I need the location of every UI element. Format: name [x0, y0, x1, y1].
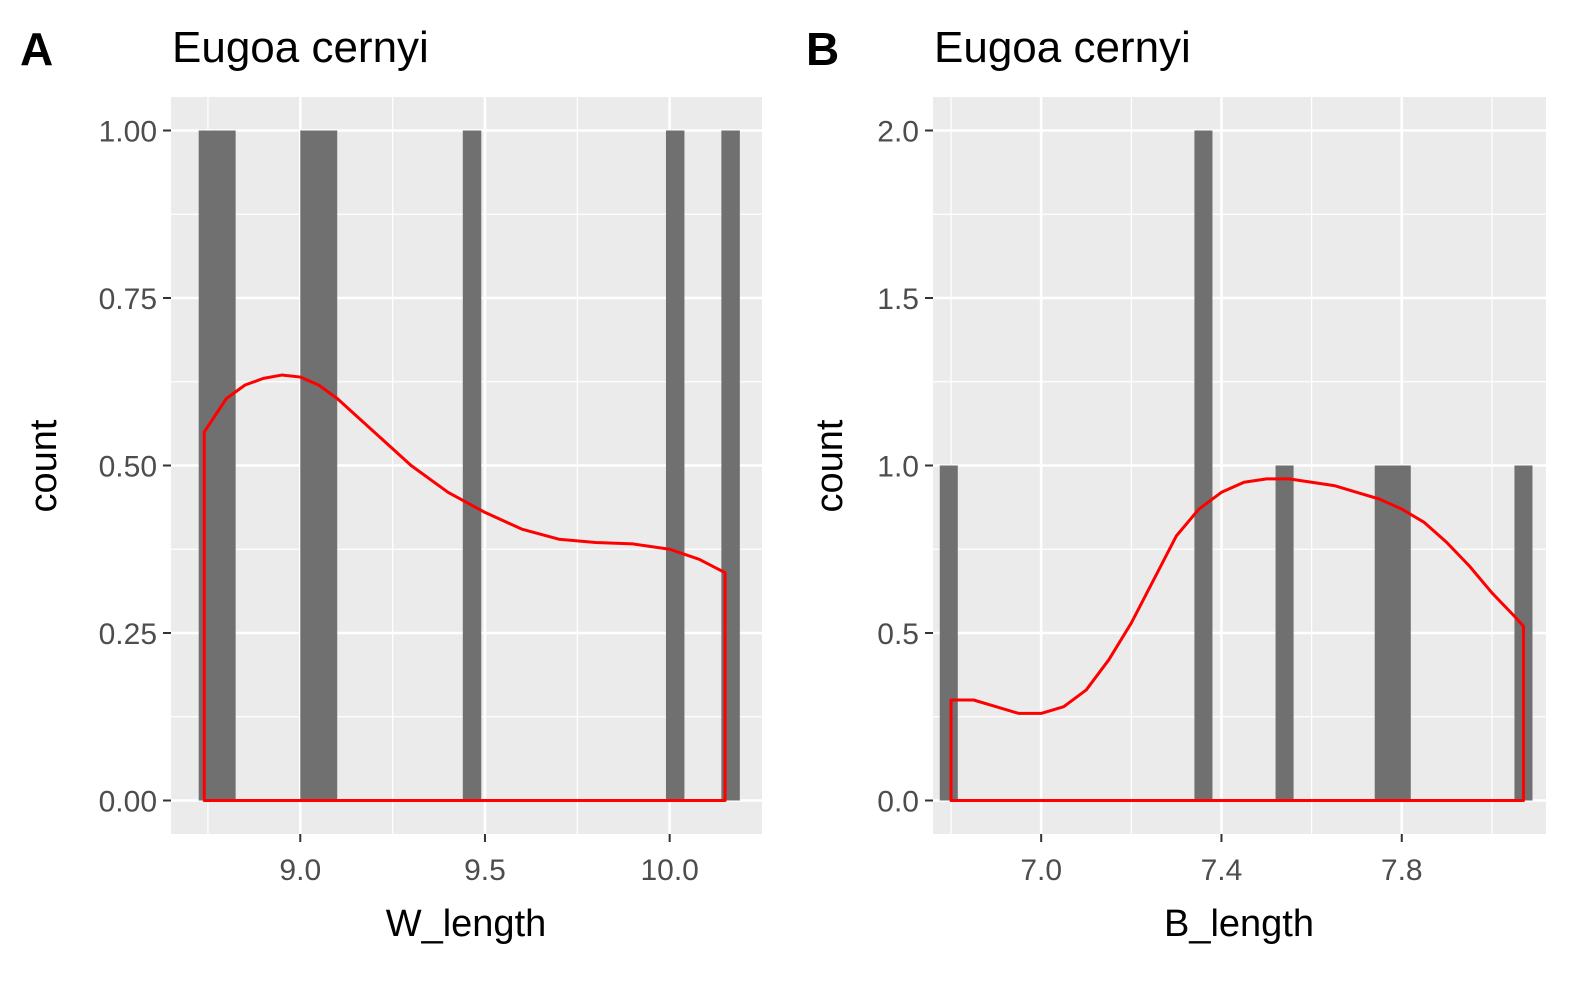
histogram-bar	[665, 130, 685, 801]
y-tick-label: 0.25	[99, 618, 157, 651]
x-tick-label: 9.0	[279, 854, 321, 887]
panel-b-x-axis-title: B_length	[1164, 903, 1314, 945]
panel-a-bars	[198, 130, 740, 801]
histogram-bar	[300, 130, 338, 801]
y-tick-label: 0.00	[99, 786, 157, 819]
panel-b-x-axis: 7.0 7.4 7.8	[1020, 834, 1423, 887]
histogram-bar	[462, 130, 482, 801]
panel-a-density-curve	[202, 373, 727, 802]
panel-a-letter: A	[20, 23, 53, 75]
y-tick-label: 0.50	[99, 451, 157, 484]
panel-a-y-axis-title: count	[23, 419, 65, 512]
panel-b-density-curve	[949, 477, 1525, 802]
panel-a-x-axis: 9.0 9.5 10.0	[279, 834, 699, 887]
panel-a-title: Eugoa cernyi	[172, 23, 429, 72]
x-tick-label: 7.8	[1381, 854, 1423, 887]
panel-b-bars	[939, 130, 1533, 801]
panel-a-y-axis: 0.00 0.25 0.50 0.75 1.00	[99, 116, 171, 819]
y-tick-label: 1.0	[877, 451, 919, 484]
histogram-bar	[939, 465, 958, 801]
panel-b: B Eugoa cernyi 0.0 0.5 1.0 1.5 2.0 7.0 7.4 7.8…	[806, 23, 1546, 945]
panel-a: A Eugoa cernyi 0.000.250.500.751.00 9.0 9…	[20, 23, 762, 945]
x-tick-label: 9.5	[464, 854, 506, 887]
panel-b-letter: B	[806, 23, 839, 75]
x-tick-label: 7.0	[1020, 854, 1062, 887]
panel-a-x-axis-title: W_length	[386, 903, 547, 945]
panel-b-y-axis-title: count	[809, 419, 851, 512]
panel-b-title: Eugoa cernyi	[934, 23, 1191, 72]
x-tick-label: 7.4	[1201, 854, 1243, 887]
y-tick-label: 0.0	[877, 786, 919, 819]
histogram-bar	[1374, 465, 1411, 801]
y-tick-label: 2.0	[877, 116, 919, 149]
y-tick-label: 0.75	[99, 283, 157, 316]
y-tick-label: 0.5	[877, 618, 919, 651]
y-tick-label: 1.00	[99, 116, 157, 149]
panel-b-y-axis: 0.0 0.5 1.0 1.5 2.0	[877, 116, 933, 819]
y-tick-label: 1.5	[877, 283, 919, 316]
x-tick-label: 10.0	[640, 854, 698, 887]
histogram-bar	[1275, 465, 1294, 801]
histogram-bar	[1194, 130, 1213, 801]
